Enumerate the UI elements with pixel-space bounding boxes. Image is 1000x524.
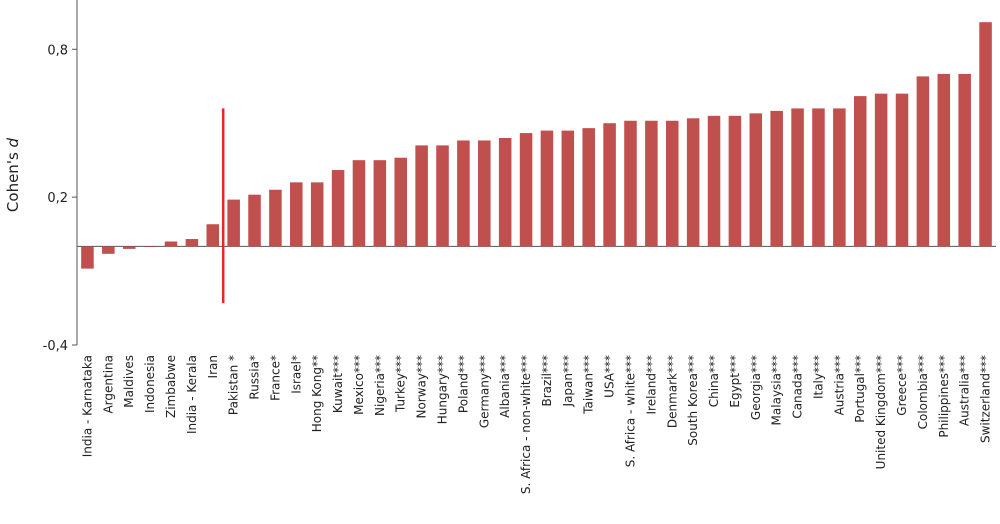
bar (561, 130, 575, 247)
category-label: Japan*** (561, 355, 575, 407)
bar (352, 160, 366, 247)
category-label: Austria*** (832, 355, 846, 415)
y-axis-title-text: Cohen's (4, 152, 22, 212)
category-label: India - Kerala (185, 355, 199, 434)
category-label: China*** (707, 355, 721, 407)
bar (206, 224, 220, 247)
bar (478, 140, 491, 247)
y-tick-label: 0,2 (47, 191, 68, 206)
category-label: Hong Kong** (310, 355, 324, 432)
category-label: South Korea*** (686, 355, 700, 446)
bar (415, 145, 428, 247)
category-label: Russia* (248, 355, 262, 400)
bar (310, 182, 324, 247)
bar (645, 120, 658, 247)
category-label: Egypt*** (728, 355, 742, 408)
bar (540, 130, 554, 247)
category-label: Portugal*** (853, 355, 867, 423)
category-label: Georgia*** (749, 355, 763, 420)
bar (143, 246, 157, 248)
bar (770, 110, 783, 247)
category-label: Mexico*** (352, 355, 366, 415)
category-label: Colombia*** (916, 355, 930, 429)
bar (102, 246, 115, 254)
bar (958, 73, 971, 247)
bar (624, 120, 637, 247)
bar (457, 140, 470, 247)
category-label: France* (268, 355, 282, 401)
category-label: Albania*** (498, 355, 512, 418)
category-label: Pakistan * (227, 355, 241, 415)
category-label: Greece*** (895, 355, 909, 416)
category-label: Malaysia*** (770, 355, 784, 425)
bar (331, 170, 345, 247)
category-label: Germany*** (477, 355, 491, 428)
category-label: Hungary*** (436, 355, 450, 424)
category-label: Taiwan*** (582, 355, 596, 415)
category-label: Indonesia (143, 355, 157, 413)
category-label: Nigeria*** (373, 355, 387, 416)
bar (603, 123, 616, 247)
category-label: S. Africa - white*** (623, 355, 637, 467)
category-label: Zimbabwe (164, 355, 178, 418)
bar (122, 246, 136, 249)
bar (373, 160, 387, 247)
category-label: Ireland*** (644, 355, 658, 415)
category-label: Poland*** (456, 355, 470, 413)
category-label: Denmark*** (665, 355, 679, 428)
bar (895, 93, 909, 247)
category-label: Iran (206, 355, 220, 378)
bar (979, 22, 992, 247)
bar (749, 113, 763, 247)
bar (686, 118, 700, 247)
bar (269, 189, 282, 247)
category-label: USA*** (603, 355, 617, 398)
category-label: Australia*** (958, 355, 972, 426)
category-label: Norway*** (415, 355, 429, 419)
y-tick-label: -0,4 (43, 339, 68, 354)
bar (290, 182, 303, 247)
bar (791, 108, 804, 247)
plot-area: -0,4 0,2 0,8 India - Karnataka Argentina Mald… (43, 0, 996, 494)
category-label: Maldives (122, 355, 136, 408)
category-label: S. Africa - non-white*** (519, 355, 533, 494)
category-label: Turkey*** (394, 355, 408, 413)
bar (394, 157, 408, 247)
category-label: Israel* (289, 355, 303, 394)
bar (833, 108, 846, 247)
bar (812, 108, 825, 247)
bar (707, 115, 721, 247)
bar (853, 96, 867, 247)
bar (436, 145, 449, 247)
bar (185, 239, 199, 247)
bar (81, 246, 94, 269)
category-label: Philippines*** (937, 355, 951, 438)
bar (498, 138, 512, 247)
bar (937, 73, 951, 247)
bar (916, 76, 930, 247)
category-label: Switzerland*** (979, 355, 993, 443)
y-axis-title-italic: d (4, 137, 22, 147)
bar (248, 194, 261, 247)
bar (728, 115, 742, 247)
category-label: Brazil*** (540, 355, 554, 407)
category-label: United Kingdom*** (874, 355, 888, 469)
bar (164, 241, 178, 247)
bar (227, 199, 240, 247)
y-axis-title: Cohen's d (4, 137, 22, 212)
bar (519, 133, 533, 247)
category-label: Italy*** (811, 355, 825, 399)
category-label: Canada*** (791, 355, 805, 419)
bar (874, 93, 888, 247)
category-label: Kuwait*** (331, 355, 345, 413)
bar (582, 128, 595, 247)
y-tick-label: 0,8 (47, 43, 68, 58)
category-label: Argentina (101, 355, 115, 414)
category-label: India - Karnataka (80, 355, 94, 457)
bar (665, 120, 679, 247)
